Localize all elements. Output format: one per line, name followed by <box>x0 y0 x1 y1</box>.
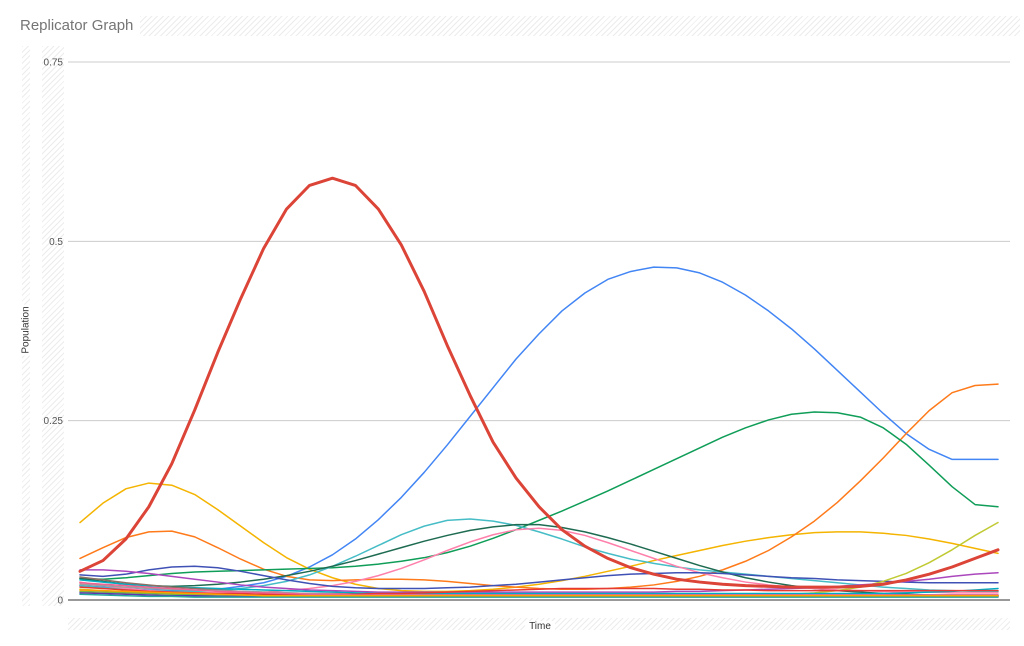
series-line-2 <box>79 266 999 592</box>
y-axis-title: Population <box>20 304 32 356</box>
y-tick-area <box>42 46 64 606</box>
y-tick-label: 0.25 <box>44 416 64 427</box>
series-line-3 <box>79 482 999 593</box>
series-lines <box>78 176 1000 598</box>
y-tick-label: 0.75 <box>44 58 64 69</box>
series-line-8 <box>79 527 999 594</box>
y-tick-label: 0.5 <box>49 237 63 248</box>
series-line-4 <box>79 383 999 590</box>
y-tick-labels: 0 0.25 0.5 0.75 <box>44 58 64 607</box>
x-axis-title: Time <box>525 621 555 632</box>
series-line-9 <box>79 565 999 590</box>
series-line-19 <box>79 593 999 598</box>
gridlines <box>68 61 1010 601</box>
series-line-20 <box>79 589 999 597</box>
title-bar: Replicator Graph <box>0 16 1024 36</box>
series-line-1 <box>78 176 1000 589</box>
series-line-5 <box>79 411 999 580</box>
series-line-12 <box>79 579 999 595</box>
y-tick-label: 0 <box>57 596 63 607</box>
title-placeholder-hatch <box>140 16 1020 36</box>
series-line-15 <box>79 586 999 596</box>
page-title: Replicator Graph <box>20 16 138 36</box>
